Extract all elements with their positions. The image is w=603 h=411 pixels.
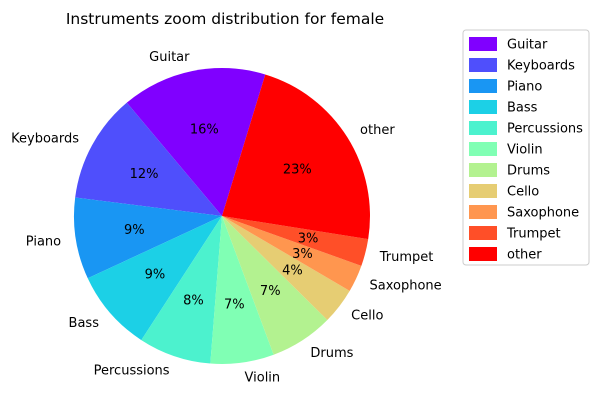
pie-label-other: other	[360, 123, 395, 138]
legend-swatch-percussions	[469, 121, 497, 135]
legend-label-trumpet: Trumpet	[506, 227, 561, 242]
pie-percent-piano: 9%	[124, 223, 145, 238]
pie-label-keyboards: Keyboards	[11, 132, 79, 147]
pie-slice-violin	[210, 216, 274, 364]
legend-label-saxophone: Saxophone	[507, 206, 579, 221]
pie-percent-labels: 16%12%9%9%8% 7%7%4%3%3%23%	[124, 122, 318, 312]
pie-slice-bass	[87, 216, 222, 341]
pie-percent-percussions: 8%	[183, 294, 204, 309]
legend-swatch-drums	[469, 163, 497, 177]
legend-swatch-other	[469, 247, 497, 261]
legend-swatch-violin	[469, 142, 497, 156]
pie-slice-percussions	[141, 216, 222, 364]
pie-slice-piano	[73, 197, 222, 279]
legend-label-violin: Violin	[507, 143, 543, 158]
pie-percent-other: 23%	[283, 162, 312, 177]
pie-label-violin: Violin	[245, 371, 281, 386]
legend-swatch-bass	[469, 100, 497, 114]
pie-slice-guitar	[126, 68, 266, 216]
legend-label-drums: Drums	[507, 164, 550, 179]
pie-label-percussions: Percussions	[94, 364, 170, 379]
pie-labels: Guitar Keyboards Piano Bass Percussions Violi…	[11, 50, 442, 386]
chart-title: Instruments zoom distribution for female	[66, 10, 384, 28]
pie-label-guitar: Guitar	[149, 50, 190, 65]
pie-slice-saxophone	[222, 216, 362, 291]
pie-label-bass: Bass	[69, 316, 100, 331]
legend: Guitar Keyboards Piano Bass Percussions Violi…	[462, 29, 590, 266]
pie-label-saxophone: Saxophone	[370, 278, 442, 293]
legend-swatch-piano	[469, 79, 497, 93]
pie-percent-cello: 4%	[282, 264, 303, 279]
pie-label-cello: Cello	[351, 309, 383, 324]
pie-percent-violin: 7%	[224, 297, 245, 312]
legend-label-percussions: Percussions	[507, 122, 583, 137]
pie-slice-cello	[222, 216, 350, 320]
pie-percent-trumpet: 3%	[298, 231, 319, 246]
legend-swatch-cello	[469, 184, 497, 198]
legend-swatch-keyboards	[469, 58, 497, 72]
legend-label-keyboards: Keyboards	[507, 59, 575, 74]
pie-slice-trumpet	[222, 216, 369, 266]
pie-percent-keyboards: 12%	[130, 167, 159, 182]
pie-slices	[73, 68, 371, 364]
pie-slice-other	[222, 74, 371, 240]
pie-label-drums: Drums	[310, 346, 353, 361]
legend-label-piano: Piano	[507, 80, 542, 95]
legend-label-guitar: Guitar	[507, 38, 548, 53]
pie-label-trumpet: Trumpet	[379, 250, 434, 265]
legend-swatch-guitar	[469, 37, 497, 51]
pie-label-piano: Piano	[26, 235, 61, 250]
legend-label-bass: Bass	[507, 101, 538, 116]
pie-percent-saxophone: 3%	[292, 247, 313, 262]
pie-percent-drums: 7%	[260, 284, 281, 299]
pie-percent-guitar: 16%	[190, 122, 219, 137]
pie-slice-keyboards	[75, 102, 222, 216]
legend-label-other: other	[507, 248, 542, 263]
legend-swatch-saxophone	[469, 205, 497, 219]
pie-slice-drums	[222, 216, 328, 355]
legend-label-cello: Cello	[507, 185, 539, 200]
pie-percent-bass: 9%	[145, 268, 166, 283]
legend-swatch-trumpet	[469, 226, 497, 240]
